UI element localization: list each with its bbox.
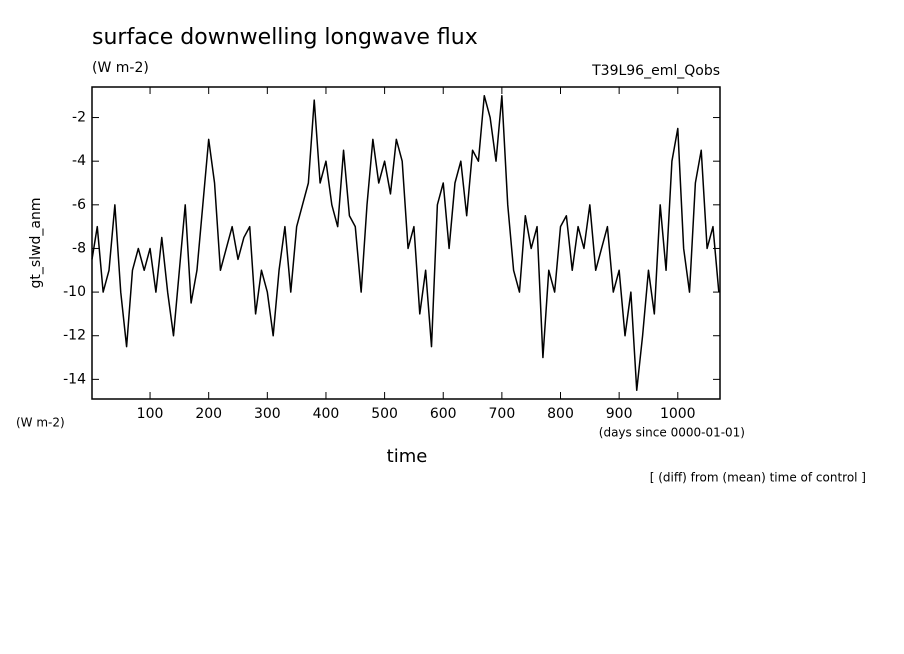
x-tick-label: 300 — [254, 406, 281, 422]
y-tick-label: -14 — [63, 371, 86, 387]
x-tick-label: 100 — [137, 406, 164, 422]
chart-title: surface downwelling longwave flux — [92, 25, 478, 50]
plot-frame — [91, 86, 721, 400]
data-line — [91, 94, 720, 392]
y-tick-label: -6 — [72, 197, 86, 213]
x-tick-label: 900 — [606, 406, 633, 422]
x-tick-label: 1000 — [660, 406, 696, 422]
y-tick-label: -12 — [63, 328, 86, 344]
note: [ (diff) from (mean) time of control ] — [650, 471, 866, 485]
y-tick-label: -4 — [72, 153, 86, 169]
y-tick-label: -10 — [63, 284, 86, 300]
x-tick-label: 700 — [489, 406, 516, 422]
x-tick-label: 800 — [547, 406, 574, 422]
y-tick-label: -8 — [72, 240, 86, 256]
x-tick-label: 200 — [195, 406, 222, 422]
x-tick-label: 600 — [430, 406, 457, 422]
units-bottom: (W m-2) — [16, 416, 65, 430]
x-tick-label: 400 — [313, 406, 340, 422]
units-top: (W m-2) — [92, 60, 149, 76]
x-units: (days since 0000-01-01) — [599, 426, 745, 440]
y-axis-label: gt_slwd_anm — [28, 198, 44, 289]
y-tick-label: -2 — [72, 110, 86, 126]
run-label: T39L96_eml_Qobs — [591, 63, 720, 79]
x-axis-label: time — [387, 446, 428, 467]
x-tick-label: 500 — [371, 406, 398, 422]
